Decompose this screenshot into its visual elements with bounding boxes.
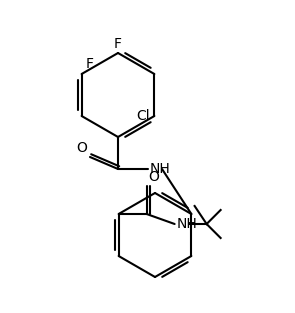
Text: F: F xyxy=(114,37,122,51)
Text: Cl: Cl xyxy=(137,109,150,123)
Text: NH: NH xyxy=(150,162,171,176)
Text: F: F xyxy=(86,57,94,71)
Text: O: O xyxy=(149,170,160,184)
Text: NH: NH xyxy=(177,217,197,231)
Text: O: O xyxy=(76,141,87,155)
